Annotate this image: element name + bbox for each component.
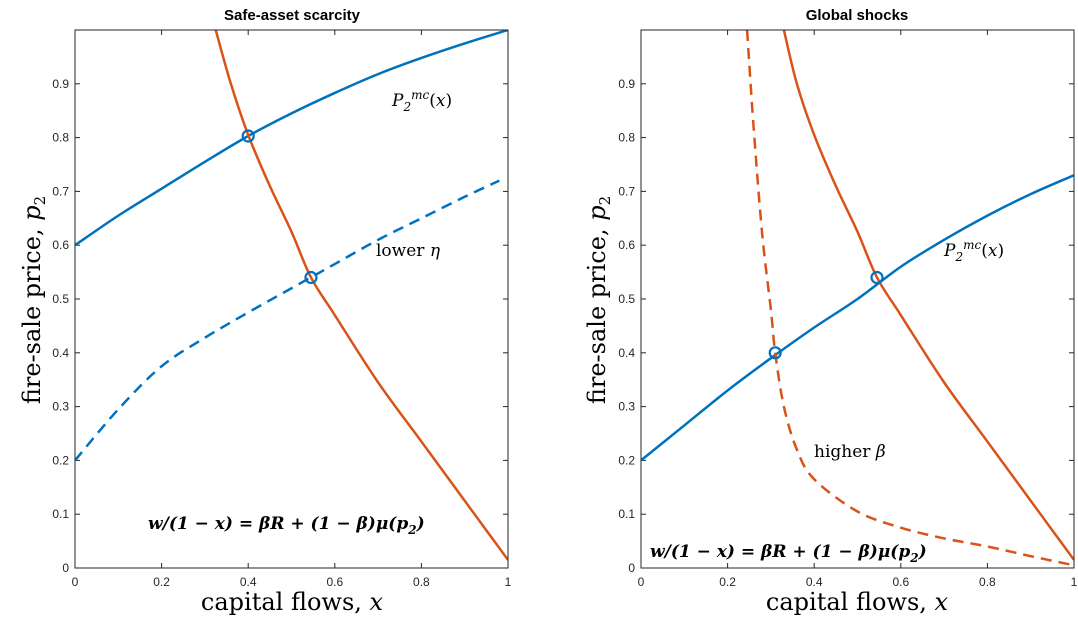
x-tick-label: 1 — [505, 575, 512, 589]
annotation-lower-eta: lower η — [376, 241, 441, 261]
y-tick-label: 0.5 — [52, 292, 69, 306]
series-line-1 — [75, 179, 500, 462]
y-tick-label: 0.1 — [618, 507, 635, 521]
y-tick-label: 0.2 — [618, 453, 635, 467]
x-tick-label: 1 — [1071, 575, 1078, 589]
axis-ticks: 0 0.2 0.4 0.6 0.8 1 0 0.1 0.2 0.3 0.4 0.5 0.6 0.7 0.8 0… — [618, 30, 1078, 589]
x-tick-label: 0.6 — [326, 575, 343, 589]
plot-frame — [640, 29, 1075, 569]
series-line-0 — [75, 30, 508, 247]
x-tick-label: 0.2 — [719, 575, 736, 589]
equilibrium-marker — [241, 129, 255, 143]
y-axis-label: fire-sale price, p2 — [583, 196, 614, 404]
annotation-p2mc: P2mc(x) — [943, 238, 1004, 264]
equilibrium-marker — [870, 270, 884, 285]
marker-group — [768, 270, 884, 360]
axis-ticks: 0 0.2 0.4 0.6 0.8 1 0 0.1 0.2 0.3 0.4 0.5 0.6 0.7 0.8 0… — [52, 30, 512, 589]
series-line-2 — [745, 30, 1074, 567]
annotation-p2mc: P2mc(x) — [391, 88, 452, 114]
x-tick-label: 0.8 — [979, 575, 996, 589]
equilibrium-marker — [768, 346, 782, 360]
series-group — [75, 30, 508, 561]
x-tick-label: 0.2 — [153, 575, 170, 589]
y-tick-label: 0.6 — [618, 238, 635, 252]
y-tick-label: 0.2 — [52, 453, 69, 467]
annotation-equation: w/(1 − x) = βR + (1 − β)μ(p2) — [650, 542, 927, 565]
plot-frame — [74, 29, 509, 569]
panel-title: Global shocks — [806, 7, 909, 24]
x-axis-label: capital flows, x — [766, 588, 949, 616]
panel-global-shocks: Global shocks capital flows, x fire-sale… — [583, 7, 1078, 616]
series-line-0 — [641, 174, 1074, 462]
x-tick-label: 0.6 — [892, 575, 909, 589]
panel-safe-asset-scarcity: Safe-asset scarcity capital flows, x fir… — [18, 7, 512, 616]
x-tick-label: 0 — [638, 575, 645, 589]
marker-group — [241, 129, 318, 285]
series-line-2 — [214, 30, 508, 561]
y-tick-label: 0.9 — [618, 77, 635, 91]
y-tick-label: 0.5 — [618, 292, 635, 306]
y-tick-label: 0.7 — [618, 184, 635, 198]
y-tick-label: 0.8 — [618, 131, 635, 145]
series-group — [641, 30, 1074, 567]
y-tick-label: 0.7 — [52, 184, 69, 198]
x-tick-label: 0.8 — [413, 575, 430, 589]
y-tick-label: 0.3 — [52, 400, 69, 414]
y-tick-label: 0.1 — [52, 507, 69, 521]
y-tick-label: 0.8 — [52, 131, 69, 145]
y-tick-label: 0.9 — [52, 77, 69, 91]
panel-title: Safe-asset scarcity — [224, 7, 361, 24]
equilibrium-marker — [304, 270, 318, 285]
y-tick-label: 0.6 — [52, 238, 69, 252]
x-tick-label: 0.4 — [806, 575, 823, 589]
y-tick-label: 0.3 — [618, 400, 635, 414]
y-tick-label: 0.4 — [618, 346, 635, 360]
annotation-equation: w/(1 − x) = βR + (1 − β)μ(p2) — [148, 514, 425, 537]
y-tick-label: 0.4 — [52, 346, 69, 360]
annotation-higher-beta: higher β — [814, 442, 886, 462]
x-tick-label: 0.4 — [240, 575, 257, 589]
y-tick-label: 0 — [62, 561, 69, 575]
series-line-1 — [782, 30, 1074, 561]
x-axis-label: capital flows, x — [201, 588, 384, 616]
y-axis-label: fire-sale price, p2 — [18, 196, 49, 404]
y-tick-label: 0 — [628, 561, 635, 575]
x-tick-label: 0 — [72, 575, 79, 589]
